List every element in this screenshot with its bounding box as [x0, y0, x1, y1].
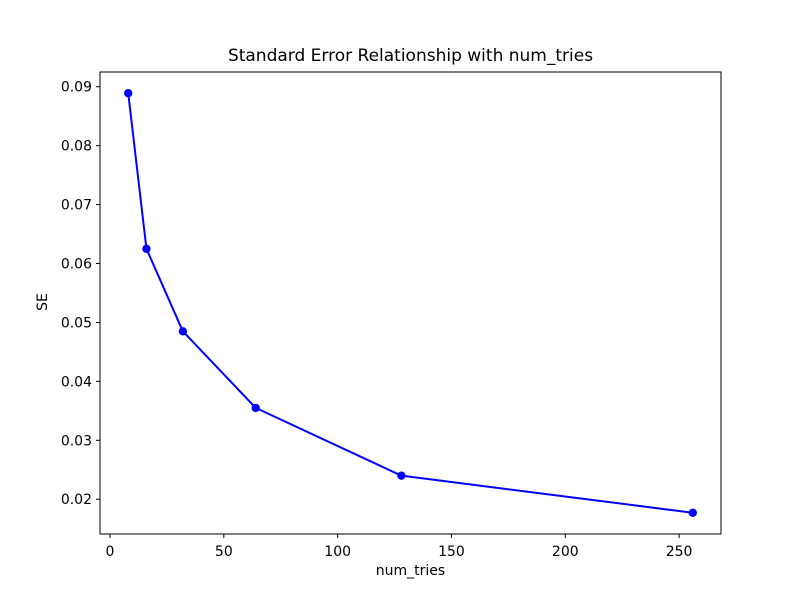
data-series — [124, 89, 697, 517]
y-tick-label: 0.02 — [61, 492, 92, 508]
y-tick-label: 0.06 — [61, 257, 92, 273]
x-axis-label: num_tries — [376, 563, 445, 579]
x-tick-label: 50 — [215, 544, 233, 560]
y-axis-ticks: 0.02 0.03 0.04 0.05 0.06 0.07 0.08 0.09 — [61, 80, 100, 508]
y-tick-label: 0.07 — [61, 198, 92, 214]
data-point — [178, 327, 188, 336]
x-tick-label: 250 — [666, 544, 693, 560]
y-tick-label: 0.04 — [61, 374, 92, 390]
se-line — [127, 93, 693, 514]
y-tick-label: 0.09 — [61, 80, 92, 96]
y-tick-label: 0.03 — [61, 433, 92, 449]
data-point — [251, 403, 260, 413]
x-tick-label: 100 — [324, 544, 351, 560]
axes-frame — [99, 71, 722, 535]
y-tick-label: 0.05 — [61, 315, 92, 331]
data-point — [142, 244, 151, 253]
data-point — [124, 89, 133, 98]
data-point — [688, 508, 697, 517]
y-axis-label: SE — [35, 293, 51, 311]
chart-title: Standard Error Relationship with num_tri… — [228, 46, 593, 66]
x-axis-ticks: 0 50 100 150 200 250 — [106, 534, 693, 560]
y-tick-label: 0.08 — [61, 139, 92, 155]
x-tick-label: 200 — [552, 544, 579, 560]
x-tick-label: 150 — [438, 544, 465, 560]
x-tick-label: 0 — [106, 544, 115, 560]
data-point — [397, 471, 406, 480]
